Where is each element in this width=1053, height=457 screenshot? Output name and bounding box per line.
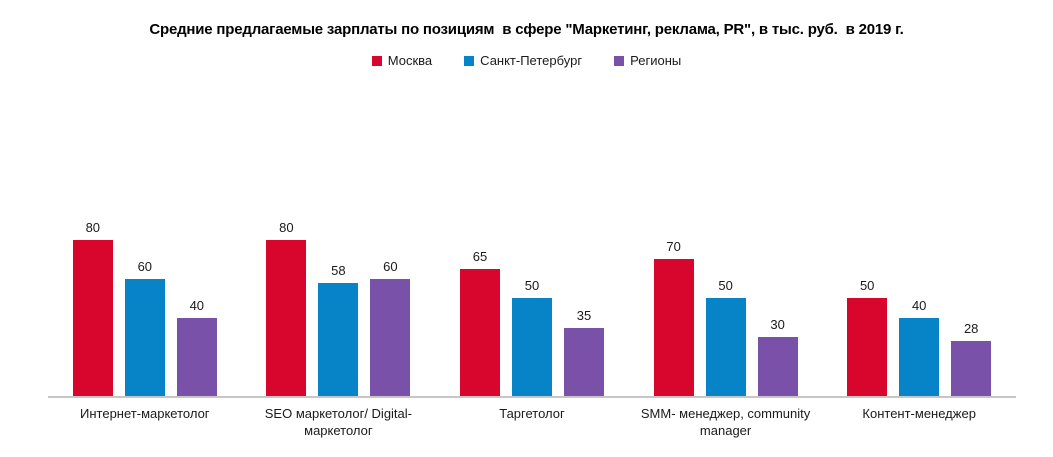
bar [847, 298, 888, 396]
bar-wrap: 40 [176, 298, 217, 396]
bar-value-label: 60 [137, 259, 153, 274]
bar-group: 80 58 60 [266, 220, 411, 396]
legend-label: Регионы [630, 53, 682, 68]
bar [370, 279, 411, 396]
x-axis-label: Контент-менеджер [862, 406, 976, 421]
bar [318, 283, 359, 396]
x-axis-label-cell: Интернет-маркетолог [73, 405, 217, 441]
bar-wrap: 70 [653, 239, 694, 396]
chart-title: Средние предлагаемые зарплаты по позиция… [149, 21, 904, 38]
bar-wrap: 60 [124, 259, 165, 396]
bar [124, 279, 165, 396]
bar-value-label: 80 [279, 220, 294, 235]
bar [757, 337, 798, 396]
bar-wrap: 30 [757, 317, 798, 396]
bar-value-label: 50 [859, 278, 875, 293]
legend-item: Регионы [614, 53, 681, 68]
bar-value-label: 80 [85, 220, 101, 235]
bar [563, 328, 604, 396]
bar [705, 298, 746, 396]
bar [951, 341, 992, 396]
bar-wrap: 35 [563, 308, 604, 396]
bar [72, 240, 113, 396]
bar-wrap: 28 [951, 321, 992, 396]
bar-group: 70 50 30 [653, 239, 798, 396]
bar-wrap: 50 [511, 278, 552, 396]
bar-group: 65 50 35 [459, 249, 604, 396]
bar-wrap: 60 [370, 259, 411, 396]
bar [459, 269, 500, 396]
legend-swatch-icon [614, 55, 625, 66]
legend-item: Санкт-Петербург [464, 53, 582, 68]
bar-wrap: 58 [318, 263, 359, 396]
bar-value-label: 70 [666, 239, 681, 254]
bar-value-label: 28 [963, 321, 979, 336]
x-axis-label-cell: Таргетолог [460, 405, 604, 441]
bar-value-label: 58 [331, 263, 346, 278]
bar [511, 298, 552, 396]
plot-area: 80 60 40 80 58 60 65 50 35 70 50 30 50 40 28 [48, 200, 1016, 396]
bar [176, 318, 217, 396]
bar-group: 50 40 28 [847, 278, 992, 396]
legend-label: Москва [387, 53, 433, 68]
bar-wrap: 80 [266, 220, 307, 396]
bar [266, 240, 307, 396]
bar-value-label: 50 [718, 278, 733, 293]
x-axis-label-cell: SEO маркетолог/ Digital-маркетолог [265, 405, 412, 441]
x-axis-label: SEO маркетолог/ Digital-маркетолог [264, 406, 412, 438]
bar-value-label: 65 [472, 249, 488, 264]
x-axis-label: SMM- менеджер, community manager [640, 406, 811, 438]
bar-value-label: 40 [189, 298, 205, 313]
x-axis-label: Таргетолог [499, 406, 565, 421]
x-axis-label-cell: SMM- менеджер, community manager [641, 405, 810, 441]
bar-wrap: 50 [705, 278, 746, 396]
legend-item: Москва [371, 53, 433, 68]
bar [653, 259, 694, 396]
bar-group: 80 60 40 [72, 220, 217, 396]
bar-wrap: 80 [72, 220, 113, 396]
bar-wrap: 65 [459, 249, 500, 396]
chart-legend: Москва Санкт-Петербург Регионы [0, 53, 1053, 68]
x-axis-labels-row: Интернет-маркетолог SEO маркетолог/ Digit… [48, 405, 1016, 441]
legend-label: Санкт-Петербург [480, 53, 583, 68]
bar-groups-container: 80 60 40 80 58 60 65 50 35 70 50 30 50 40 28 [48, 200, 1016, 396]
bar [899, 318, 940, 396]
bar-value-label: 30 [770, 317, 785, 332]
bar-wrap: 50 [847, 278, 888, 396]
bar-value-label: 50 [524, 278, 540, 293]
legend-swatch-icon [371, 55, 382, 66]
bar-value-label: 60 [383, 259, 398, 274]
bar-wrap: 40 [899, 298, 940, 396]
legend-swatch-icon [464, 55, 475, 66]
x-axis-label: Интернет-маркетолог [80, 406, 210, 421]
x-axis-label-cell: Контент-менеджер [847, 405, 991, 441]
bar-value-label: 35 [576, 308, 592, 323]
x-axis-line [48, 396, 1016, 398]
bar-value-label: 40 [911, 298, 927, 313]
